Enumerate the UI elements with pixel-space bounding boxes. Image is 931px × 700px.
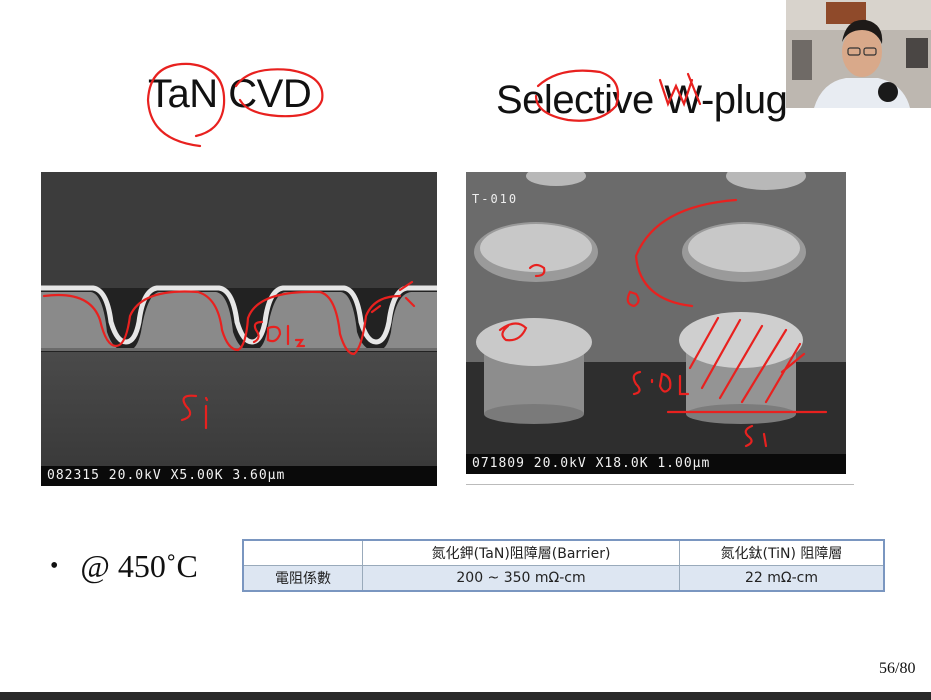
sem-left-drawing: [41, 172, 437, 466]
sem-image-selective-w-plug: T-010 071809 20.0kV X18.0K 1.00µm: [466, 172, 846, 474]
bottom-bar: [0, 692, 931, 700]
sem-image-tan-cvd: 082315 20.0kV X5.00K 3.60µm: [41, 172, 437, 486]
sem-right-drawing: [466, 172, 846, 474]
presenter-webcam: [786, 0, 931, 108]
bullet-temperature: • @ 450˚C: [50, 548, 198, 585]
title-tan-cvd: TaN CVD: [148, 72, 312, 116]
page-number: 56/80: [879, 660, 916, 677]
bullet-text: @ 450˚C: [80, 548, 198, 584]
title-selective-w-plug: Selective W-plug: [496, 78, 788, 122]
sem-left-scalebar: 082315 20.0kV X5.00K 3.60µm: [41, 466, 437, 486]
presenter-video-frame: [786, 0, 931, 108]
table-header-tan: 氮化鉀(TaN)阻障層(Barrier): [362, 539, 680, 566]
bullet-dot-icon: •: [50, 553, 59, 579]
table-cell-tan-resistivity: 200 ~ 350 mΩ-cm: [362, 565, 680, 592]
table-header-empty: [242, 539, 363, 566]
table-row-label: 電阻係數: [242, 565, 363, 592]
table-cell-tin-resistivity: 22 mΩ-cm: [679, 565, 885, 592]
table-row: 電阻係數 200 ~ 350 mΩ-cm 22 mΩ-cm: [242, 565, 885, 592]
resistivity-table: 氮化鉀(TaN)阻障層(Barrier) 氮化鈦(TiN) 阻障層 電阻係數 2…: [242, 539, 885, 592]
divider-line: [466, 484, 854, 485]
sem-right-label: T-010: [472, 192, 519, 206]
sem-right-scalebar: 071809 20.0kV X18.0K 1.00µm: [466, 454, 846, 474]
table-header-tin: 氮化鈦(TiN) 阻障層: [679, 539, 885, 566]
table-header-row: 氮化鉀(TaN)阻障層(Barrier) 氮化鈦(TiN) 阻障層: [242, 539, 885, 566]
